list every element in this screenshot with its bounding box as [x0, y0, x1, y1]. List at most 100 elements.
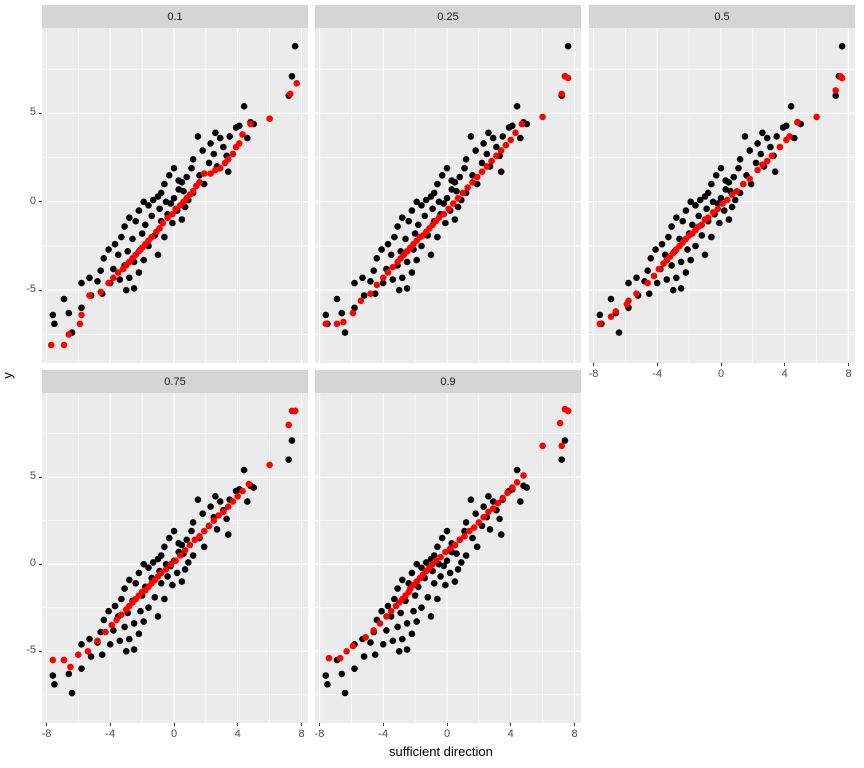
data-point-red	[210, 517, 218, 524]
data-point-black	[145, 604, 152, 611]
data-point-black	[418, 604, 425, 611]
data-point-black	[513, 103, 521, 110]
data-point-red	[333, 320, 341, 328]
data-point-black	[188, 527, 195, 535]
data-point-red	[349, 642, 357, 650]
data-point-red	[207, 170, 214, 177]
data-point-black	[378, 246, 385, 253]
data-point-black	[132, 217, 139, 225]
y-tick-label: -5	[26, 644, 36, 657]
data-point-black	[493, 143, 500, 151]
data-point-black	[100, 616, 108, 624]
data-point-black	[100, 255, 108, 262]
data-point-black	[411, 230, 419, 237]
data-point-red	[370, 627, 377, 634]
data-point-black	[451, 578, 459, 585]
data-point-black	[288, 73, 296, 80]
data-point-black	[728, 203, 736, 211]
x-tick-mark	[446, 723, 448, 726]
data-point-black	[226, 133, 233, 140]
data-point-black	[403, 620, 411, 627]
data-point-black	[98, 651, 106, 658]
data-point-black	[458, 559, 465, 566]
data-point-black	[122, 286, 130, 294]
data-point-black	[156, 205, 163, 213]
scatter-panel	[42, 393, 308, 723]
data-point-red	[466, 527, 473, 535]
data-point-black	[169, 219, 176, 227]
y-tick-mark	[39, 563, 42, 565]
data-point-black	[162, 560, 170, 568]
data-point-red	[607, 313, 615, 321]
data-point-red	[719, 200, 726, 207]
x-tick-mark	[784, 363, 786, 366]
data-point-black	[596, 311, 604, 319]
scatter-panel	[42, 28, 308, 363]
data-point-red	[489, 505, 497, 512]
data-point-black	[135, 207, 143, 214]
data-point-black	[462, 552, 470, 559]
data-point-black	[411, 592, 419, 599]
data-point-black	[213, 526, 221, 533]
data-point-red	[113, 616, 120, 624]
data-point-black	[367, 278, 374, 285]
data-point-black	[391, 595, 398, 603]
x-tick-label: 4	[234, 728, 241, 740]
data-point-black	[757, 150, 765, 158]
facet-strip-label: 0.25	[437, 10, 459, 23]
data-point-black	[485, 493, 492, 500]
y-tick-mark	[39, 112, 42, 114]
data-point-red	[507, 136, 514, 144]
data-point-red	[60, 656, 68, 664]
data-point-black	[741, 133, 749, 140]
data-point-black	[170, 194, 178, 202]
data-point-black	[161, 233, 168, 241]
data-point-black	[692, 242, 699, 250]
data-point-black	[240, 466, 248, 474]
data-point-black	[200, 543, 208, 551]
data-point-red	[509, 484, 516, 491]
data-point-black	[379, 279, 387, 287]
data-point-black	[478, 159, 486, 167]
data-point-red	[172, 557, 179, 564]
data-point-red	[724, 196, 731, 204]
data-point-black	[403, 258, 411, 266]
data-point-black	[121, 623, 128, 631]
data-point-red	[728, 191, 736, 198]
x-tick-mark	[237, 723, 239, 726]
data-point-red	[740, 180, 747, 188]
data-point-black	[469, 534, 476, 542]
data-point-red	[159, 219, 167, 227]
data-point-black	[194, 133, 202, 140]
data-point-red	[172, 205, 179, 213]
data-point-black	[486, 526, 494, 533]
data-point-red	[266, 461, 273, 469]
data-point-red	[65, 331, 73, 338]
data-point-black	[384, 240, 392, 248]
data-point-black	[832, 92, 839, 99]
data-point-black	[442, 581, 449, 589]
data-point-black	[424, 594, 432, 601]
data-point-black	[663, 276, 671, 283]
data-point-red	[191, 536, 198, 544]
data-point-red	[660, 260, 667, 267]
data-point-black	[371, 290, 379, 298]
data-point-red	[488, 157, 495, 165]
data-point-black	[106, 641, 114, 648]
data-point-black	[94, 278, 101, 285]
data-point-black	[207, 140, 214, 147]
data-point-black	[746, 147, 753, 154]
data-point-red	[373, 281, 381, 289]
x-tick-label: -4	[652, 368, 663, 380]
data-point-black	[169, 581, 176, 589]
data-point-black	[351, 304, 358, 312]
data-point-black	[78, 641, 85, 648]
data-point-black	[413, 618, 420, 625]
data-point-black	[668, 223, 675, 230]
data-point-red	[47, 341, 55, 349]
data-point-red	[193, 182, 200, 190]
data-point-red	[287, 90, 294, 98]
data-point-black	[677, 285, 685, 292]
data-point-red	[776, 143, 784, 151]
